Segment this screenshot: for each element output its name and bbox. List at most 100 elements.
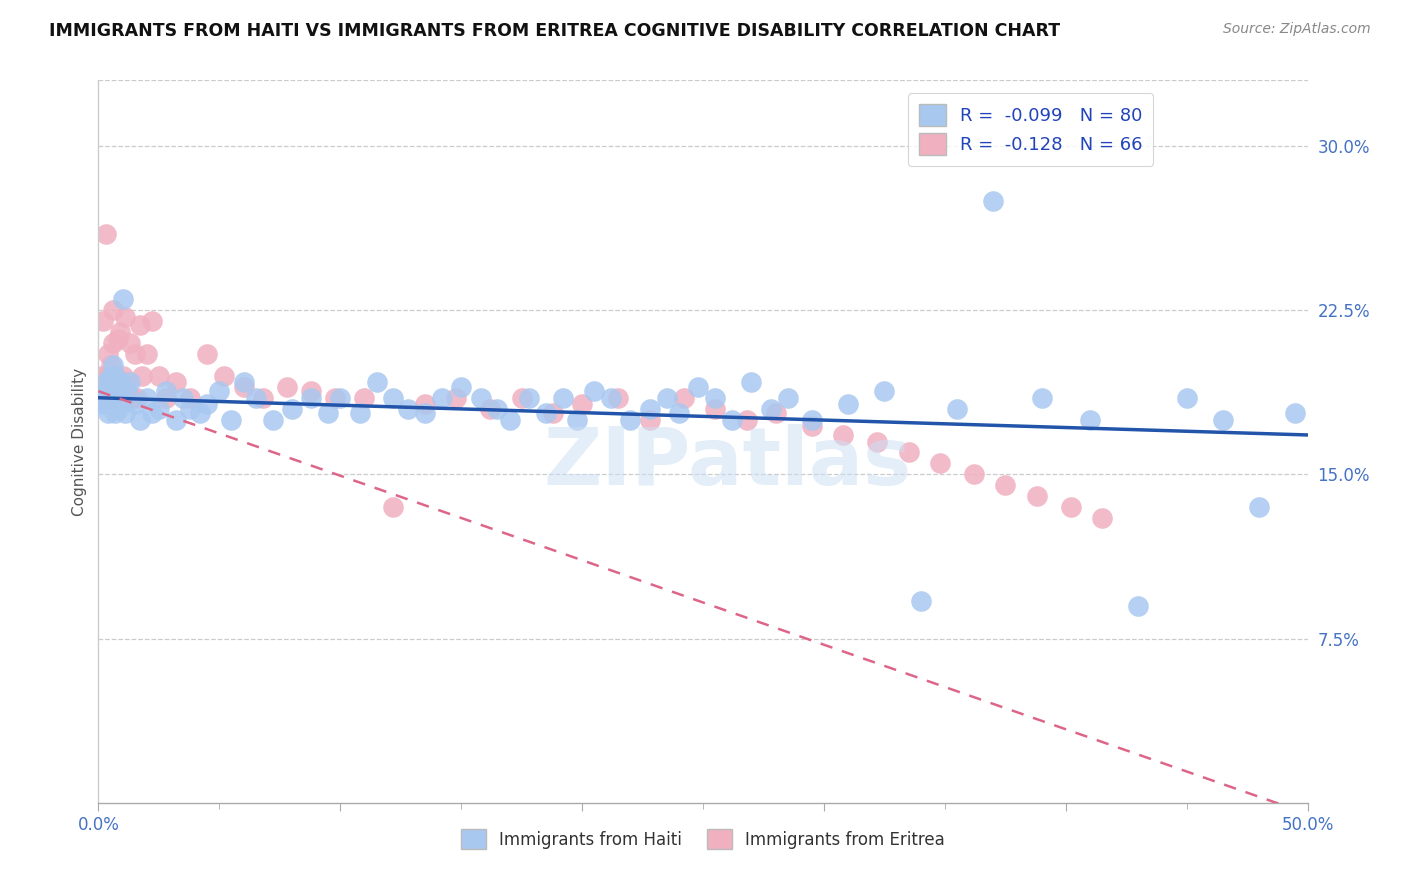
Point xyxy=(221,412,243,426)
Point xyxy=(316,406,339,420)
Point xyxy=(111,292,134,306)
Point xyxy=(108,376,131,390)
Point xyxy=(104,368,127,383)
Point xyxy=(510,391,533,405)
Point xyxy=(114,310,136,324)
Point xyxy=(104,368,127,383)
Point xyxy=(963,467,986,482)
Point xyxy=(299,391,322,405)
Point xyxy=(329,391,352,405)
Point xyxy=(141,406,163,420)
Point xyxy=(94,376,117,390)
Point xyxy=(800,412,823,426)
Point xyxy=(1091,511,1114,525)
Point xyxy=(124,347,146,361)
Point xyxy=(994,478,1017,492)
Point xyxy=(1212,412,1234,426)
Point xyxy=(1025,489,1047,503)
Point xyxy=(232,380,254,394)
Point xyxy=(245,391,267,405)
Point xyxy=(135,347,157,361)
Point xyxy=(1031,391,1053,405)
Point xyxy=(94,227,117,241)
Point xyxy=(837,397,859,411)
Point xyxy=(1078,412,1101,426)
Point xyxy=(127,391,149,405)
Point xyxy=(155,384,177,399)
Point xyxy=(107,380,129,394)
Point xyxy=(776,391,799,405)
Point xyxy=(101,336,124,351)
Point xyxy=(114,406,136,420)
Point xyxy=(688,380,710,394)
Point xyxy=(97,391,120,405)
Point xyxy=(551,391,574,405)
Point xyxy=(638,401,661,416)
Point xyxy=(583,384,606,399)
Point xyxy=(135,391,157,405)
Point xyxy=(121,391,143,405)
Point xyxy=(131,368,153,383)
Point xyxy=(704,401,727,416)
Point xyxy=(188,406,211,420)
Point xyxy=(165,412,187,426)
Point xyxy=(100,368,122,383)
Point xyxy=(759,401,782,416)
Point xyxy=(800,419,823,434)
Point xyxy=(1059,500,1081,515)
Point xyxy=(232,376,254,390)
Point xyxy=(910,594,932,608)
Text: IMMIGRANTS FROM HAITI VS IMMIGRANTS FROM ERITREA COGNITIVE DISABILITY CORRELATIO: IMMIGRANTS FROM HAITI VS IMMIGRANTS FROM… xyxy=(49,22,1060,40)
Point xyxy=(179,401,201,416)
Point xyxy=(325,391,347,405)
Point xyxy=(486,401,509,416)
Text: ZIPatlas: ZIPatlas xyxy=(543,425,911,502)
Point xyxy=(97,395,120,409)
Point xyxy=(981,194,1004,208)
Point xyxy=(91,388,114,402)
Point xyxy=(179,391,201,405)
Point xyxy=(117,376,139,390)
Point xyxy=(1128,599,1150,613)
Point xyxy=(111,384,134,399)
Point xyxy=(101,303,124,318)
Point xyxy=(165,376,187,390)
Point xyxy=(118,376,141,390)
Point xyxy=(929,457,952,471)
Point xyxy=(1249,500,1271,515)
Point xyxy=(740,376,762,390)
Point xyxy=(735,412,758,426)
Point xyxy=(128,412,150,426)
Point xyxy=(155,391,177,405)
Point xyxy=(252,391,274,405)
Point xyxy=(107,391,129,405)
Point xyxy=(208,384,231,399)
Point xyxy=(90,391,112,405)
Point xyxy=(672,391,695,405)
Point xyxy=(148,401,170,416)
Point xyxy=(413,397,436,411)
Point xyxy=(668,406,690,420)
Text: Source: ZipAtlas.com: Source: ZipAtlas.com xyxy=(1223,22,1371,37)
Point xyxy=(101,358,124,372)
Point xyxy=(446,391,468,405)
Point xyxy=(832,428,855,442)
Point xyxy=(107,332,129,346)
Point xyxy=(450,380,472,394)
Point xyxy=(353,391,375,405)
Point xyxy=(91,314,114,328)
Point xyxy=(94,384,117,399)
Point xyxy=(479,401,502,416)
Point xyxy=(517,391,540,405)
Point xyxy=(1175,391,1198,405)
Point xyxy=(111,368,134,383)
Point xyxy=(104,406,127,420)
Point xyxy=(128,318,150,333)
Point xyxy=(897,445,920,459)
Point xyxy=(262,412,284,426)
Point xyxy=(195,347,218,361)
Point xyxy=(396,401,419,416)
Point xyxy=(281,401,304,416)
Point xyxy=(101,384,124,399)
Point xyxy=(470,391,492,405)
